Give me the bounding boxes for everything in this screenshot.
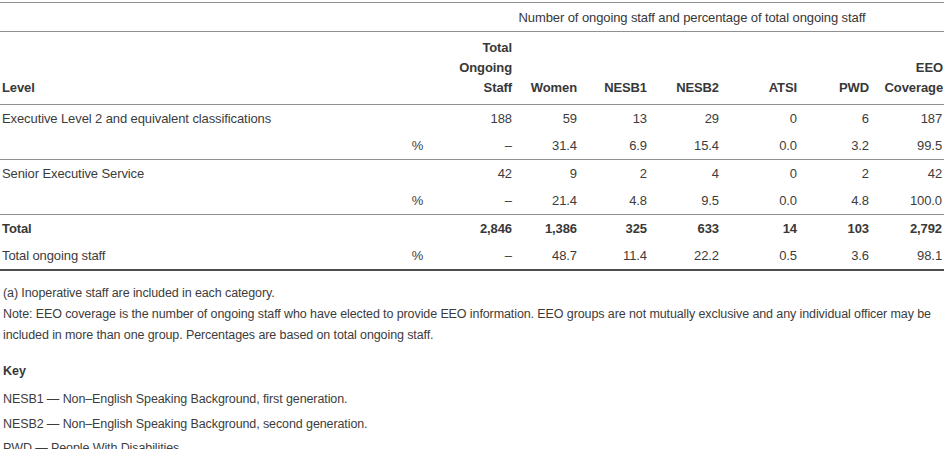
value-women: 59 [513, 105, 578, 133]
table-row-executive-level-2: Executive Level 2 and equivalent classif… [0, 105, 944, 133]
table-column-header-row: Level Total Ongoing Staff Women NESB1 NE… [0, 32, 944, 105]
footnote-a: (a) Inoperative staff are included in ea… [3, 283, 940, 304]
level-label: Total [0, 215, 395, 243]
column-header-nesb1: NESB1 [578, 32, 648, 105]
value-nesb1: 4.8 [578, 187, 648, 215]
value-atsi: 0 [720, 160, 798, 188]
value-women: 21.4 [513, 187, 578, 215]
key-item-nesb1: NESB1 — Non–English Speaking Background,… [3, 387, 944, 412]
value-total-ongoing-staff: – [440, 242, 513, 270]
value-women: 1,386 [513, 215, 578, 243]
value-total-ongoing-staff: – [440, 187, 513, 215]
column-header-atsi: ATSI [720, 32, 798, 105]
value-eeo-coverage: 98.1 [870, 242, 944, 270]
table-row-total-ongoing-staff-percent: Total ongoing staff % – 48.7 11.4 22.2 0… [0, 242, 944, 270]
column-header-level: Level [0, 32, 395, 105]
value-nesb1: 2 [578, 160, 648, 188]
value-pwd: 3.2 [798, 132, 870, 160]
column-header-women: Women [513, 32, 578, 105]
table-row-executive-level-2-percent: % – 31.4 6.9 15.4 0.0 3.2 99.5 [0, 132, 944, 160]
percent-label: % [395, 242, 440, 270]
value-nesb2: 4 [648, 160, 720, 188]
column-header-pwd: PWD [798, 32, 870, 105]
value-atsi: 0.0 [720, 132, 798, 160]
value-pwd: 2 [798, 160, 870, 188]
table-row-senior-executive-service: Senior Executive Service 42 9 2 4 0 2 42 [0, 160, 944, 188]
value-nesb2: 9.5 [648, 187, 720, 215]
level-label: Executive Level 2 and equivalent classif… [0, 105, 395, 133]
column-header-nesb2: NESB2 [648, 32, 720, 105]
percent-label [395, 105, 440, 133]
value-total-ongoing-staff: 42 [440, 160, 513, 188]
value-pwd: 4.8 [798, 187, 870, 215]
value-nesb2: 633 [648, 215, 720, 243]
table-notes: (a) Inoperative staff are included in ea… [0, 283, 940, 346]
value-total-ongoing-staff: 188 [440, 105, 513, 133]
eeo-staff-table: Number of ongoing staff and percentage o… [0, 2, 944, 271]
key-title: Key [3, 362, 944, 380]
value-pwd: 6 [798, 105, 870, 133]
value-nesb1: 325 [578, 215, 648, 243]
table-row-senior-executive-service-percent: % – 21.4 4.8 9.5 0.0 4.8 100.0 [0, 187, 944, 215]
key-item-nesb2: NESB2 — Non–English Speaking Background,… [3, 412, 944, 437]
column-header-percent-spacer [395, 32, 440, 105]
percent-label [395, 215, 440, 243]
level-label [0, 187, 395, 215]
value-eeo-coverage: 2,792 [870, 215, 944, 243]
level-label: Senior Executive Service [0, 160, 395, 188]
value-atsi: 0.0 [720, 187, 798, 215]
abbreviation-key: Key NESB1 — Non–English Speaking Backgro… [0, 362, 944, 449]
value-nesb1: 13 [578, 105, 648, 133]
key-item-pwd: PWD — People With Disabilities. [3, 436, 944, 449]
level-label: Total ongoing staff [0, 242, 395, 270]
value-total-ongoing-staff: 2,846 [440, 215, 513, 243]
table-row-total: Total 2,846 1,386 325 633 14 103 2,792 [0, 215, 944, 243]
value-atsi: 14 [720, 215, 798, 243]
value-total-ongoing-staff: – [440, 132, 513, 160]
value-pwd: 103 [798, 215, 870, 243]
percent-label: % [395, 132, 440, 160]
column-header-total-ongoing-staff: Total Ongoing Staff [440, 32, 513, 105]
value-eeo-coverage: 99.5 [870, 132, 944, 160]
table-span-header: Number of ongoing staff and percentage o… [440, 3, 944, 32]
value-nesb1: 6.9 [578, 132, 648, 160]
value-women: 48.7 [513, 242, 578, 270]
percent-label: % [395, 187, 440, 215]
value-nesb2: 22.2 [648, 242, 720, 270]
value-women: 31.4 [513, 132, 578, 160]
value-pwd: 3.6 [798, 242, 870, 270]
value-atsi: 0 [720, 105, 798, 133]
report-page: Number of ongoing staff and percentage o… [0, 0, 944, 449]
table-span-header-row: Number of ongoing staff and percentage o… [0, 3, 944, 32]
value-eeo-coverage: 187 [870, 105, 944, 133]
value-nesb1: 11.4 [578, 242, 648, 270]
note-eeo-coverage: Note: EEO coverage is the number of ongo… [3, 304, 940, 346]
value-eeo-coverage: 100.0 [870, 187, 944, 215]
percent-label [395, 160, 440, 188]
span-header-spacer [0, 3, 440, 32]
value-nesb2: 15.4 [648, 132, 720, 160]
value-atsi: 0.5 [720, 242, 798, 270]
value-women: 9 [513, 160, 578, 188]
value-nesb2: 29 [648, 105, 720, 133]
level-label [0, 132, 395, 160]
column-header-eeo-coverage: EEO Coverage [870, 32, 944, 105]
value-eeo-coverage: 42 [870, 160, 944, 188]
